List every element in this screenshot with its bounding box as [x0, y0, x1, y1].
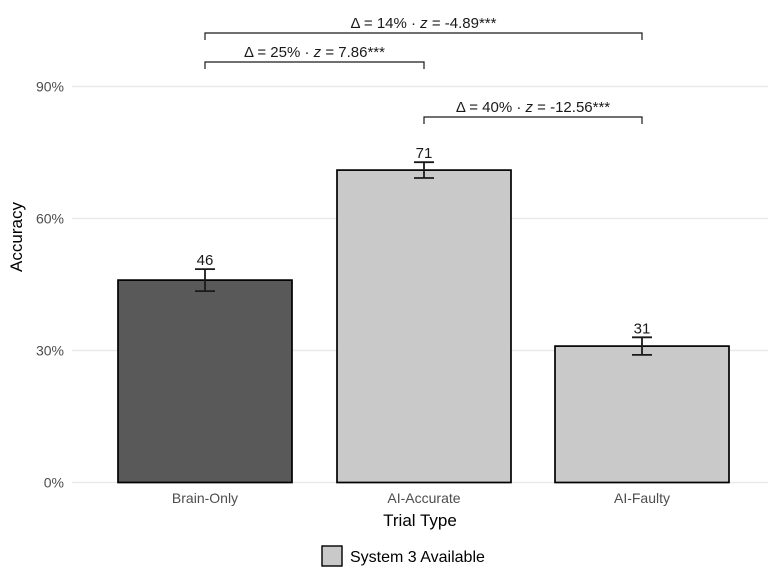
error-bar-ai-accurate — [414, 161, 434, 179]
y-tick-label: 30% — [36, 343, 64, 359]
significance-label: Δ = 14% · z = -4.89*** — [351, 15, 497, 32]
bar-value-label: 46 — [197, 252, 214, 269]
significance-label: Δ = 25% · z = 7.86*** — [244, 44, 385, 61]
x-tick-label-ai-faulty: AI-Faulty — [614, 490, 670, 506]
legend: System 3 Available — [321, 545, 485, 567]
bar-value-labels: 46 71 31 — [197, 145, 651, 337]
bar-brain-only — [117, 279, 293, 484]
y-tick-label: 0% — [44, 475, 64, 491]
x-tick-label-brain-only: Brain-Only — [172, 490, 238, 506]
y-axis-title: Accuracy — [7, 202, 26, 272]
y-tick-label: 90% — [36, 79, 64, 95]
legend-label: System 3 Available — [350, 549, 485, 566]
significance-bracket: Δ = 14% · z = -4.89*** — [204, 15, 643, 40]
significance-bracket: Δ = 40% · z = -12.56*** — [423, 99, 643, 124]
x-axis-title: Trial Type — [383, 511, 457, 530]
legend-swatch — [321, 545, 343, 567]
significance-brackets: Δ = 14% · z = -4.89*** Δ = 25% · z = 7.86… — [204, 15, 643, 124]
bars — [117, 169, 730, 484]
y-tick-label: 60% — [36, 211, 64, 227]
bar-value-label: 71 — [416, 145, 433, 162]
axis-tick-labels: 0% 30% 60% 90% Brain-Only AI-Accurate AI-Fault… — [36, 79, 670, 507]
error-bars — [195, 161, 652, 356]
bar-ai-faulty — [554, 345, 730, 484]
bar-ai-accurate — [336, 169, 512, 484]
significance-label: Δ = 40% · z = -12.56*** — [456, 99, 610, 116]
bar-value-label: 31 — [634, 320, 651, 337]
significance-bracket: Δ = 25% · z = 7.86*** — [204, 44, 425, 69]
error-bar-ai-faulty — [632, 336, 652, 356]
chart-plot-area: 46 71 31 0% 30% 60% 90% Brain-Only AI-Accurate AI… — [36, 15, 768, 506]
error-bar-brain-only — [195, 268, 215, 293]
x-tick-label-ai-accurate: AI-Accurate — [387, 490, 460, 506]
